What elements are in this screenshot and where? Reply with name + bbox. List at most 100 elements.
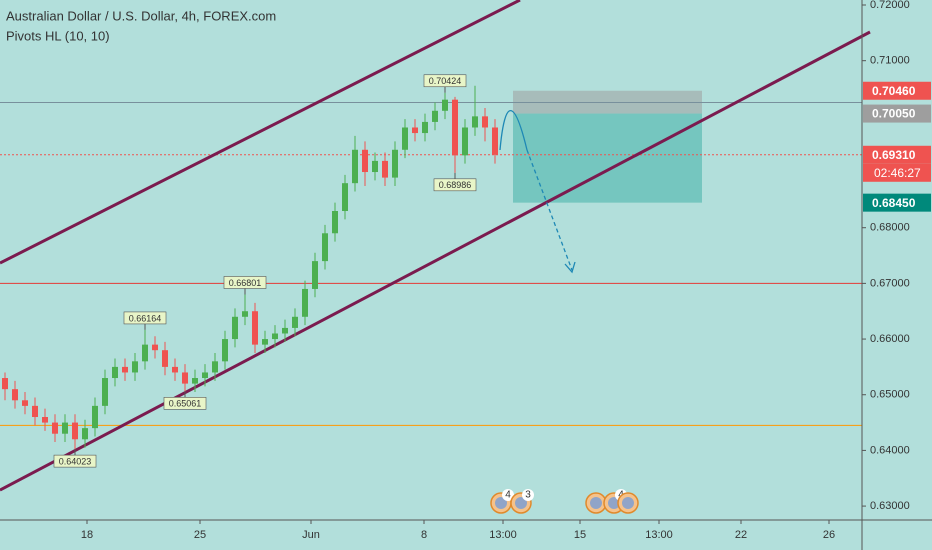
candle-body <box>442 99 448 111</box>
candle-body <box>212 361 218 373</box>
candle-body <box>2 378 8 390</box>
candle-body <box>332 211 338 234</box>
candle-body <box>252 311 258 345</box>
candle-body <box>342 183 348 212</box>
event-flag <box>622 497 634 509</box>
candle-body <box>482 116 488 128</box>
candle-body <box>12 389 18 401</box>
candle-body <box>112 366 118 379</box>
candle-body <box>62 422 68 434</box>
candle-body <box>202 372 208 379</box>
candle-body <box>132 361 138 373</box>
x-tick-label: 25 <box>194 529 206 541</box>
candle-body <box>22 400 28 406</box>
chart-title: Australian Dollar / U.S. Dollar, 4h, FOR… <box>6 8 276 23</box>
projection-curve <box>499 110 528 151</box>
pivot-label: 0.70424 <box>429 76 462 86</box>
pivot-box <box>163 397 207 410</box>
y-tick-label: 0.66000 <box>870 333 910 345</box>
pivot-label: 0.64023 <box>59 457 92 467</box>
pivot-box <box>223 276 267 289</box>
candle-body <box>142 344 148 362</box>
y-tick-label: 0.72000 <box>870 0 910 11</box>
candle-body <box>152 344 158 351</box>
candle-body <box>72 422 78 440</box>
candle-body <box>282 327 288 334</box>
candle-body <box>402 127 408 150</box>
y-tick-label: 0.63000 <box>870 500 910 512</box>
event-count: 4 <box>505 490 511 501</box>
price-label: 0.70050 <box>872 107 916 121</box>
price-label-bg <box>863 104 931 123</box>
x-tick-label: 18 <box>81 529 93 541</box>
price-label-bg <box>863 145 931 164</box>
candle-body <box>122 366 128 373</box>
candle-body <box>192 378 198 384</box>
event-flag <box>495 497 507 509</box>
event-badge <box>502 489 514 501</box>
pivot-label: 0.66801 <box>229 278 262 288</box>
candle-body <box>412 127 418 134</box>
event-flag <box>590 497 602 509</box>
projection-arrow <box>564 261 576 274</box>
candle-body <box>492 127 498 155</box>
price-label: 0.69310 <box>872 148 916 162</box>
candle-body <box>322 233 328 262</box>
candle-body <box>42 417 48 423</box>
price-label-bg <box>863 81 931 100</box>
candle-body <box>372 160 378 173</box>
x-tick-label: Jun <box>302 529 320 541</box>
y-tick-label: 0.67000 <box>870 277 910 289</box>
candle-body <box>162 350 168 367</box>
candle-body <box>452 99 458 156</box>
pivot-box <box>433 178 477 192</box>
x-tick-label: 26 <box>823 529 835 541</box>
channel-line <box>0 0 521 265</box>
candle-body <box>172 366 178 373</box>
candle-body <box>272 333 278 340</box>
pivot-box <box>123 311 167 325</box>
countdown: 02:46:27 <box>874 166 921 180</box>
indicator-title: Pivots HL (10, 10) <box>6 28 110 43</box>
pivot-label: 0.66164 <box>129 313 162 323</box>
y-tick-label: 0.71000 <box>870 55 910 67</box>
event-flag <box>515 497 527 509</box>
candle-body <box>362 149 368 173</box>
channel-line <box>0 30 871 492</box>
candle-body <box>52 422 58 434</box>
candle-body <box>382 160 388 178</box>
candle-body <box>292 316 298 328</box>
candle-body <box>472 116 478 128</box>
event-badge <box>522 489 534 501</box>
candle-body <box>32 405 38 418</box>
price-label: 0.68450 <box>872 196 916 210</box>
candle-body <box>302 288 308 317</box>
candle-body <box>422 121 428 134</box>
y-tick-label: 0.65000 <box>870 389 910 401</box>
candle-body <box>262 339 268 345</box>
price-label-bg <box>863 193 931 212</box>
candle-body <box>242 311 248 317</box>
pivot-label: 0.68986 <box>439 180 472 190</box>
candle-body <box>432 110 438 122</box>
x-tick-label: 22 <box>735 529 747 541</box>
event-count: 3 <box>525 490 531 501</box>
candle-body <box>182 372 188 384</box>
y-tick-label: 0.64000 <box>870 444 910 456</box>
candle-body <box>392 149 398 178</box>
candle-body <box>102 378 108 406</box>
event-flag <box>608 497 620 509</box>
candle-body <box>232 316 238 340</box>
y-tick-label: 0.68000 <box>870 222 910 234</box>
candle-body <box>222 339 228 362</box>
price-label: 0.70460 <box>872 84 916 98</box>
target-zone <box>513 113 702 203</box>
x-tick-label: 13:00 <box>645 529 673 541</box>
candle-body <box>462 127 468 156</box>
pivot-box <box>423 74 467 88</box>
candle-body <box>312 261 318 289</box>
x-tick-label: 15 <box>574 529 586 541</box>
countdown-bg <box>863 163 931 182</box>
